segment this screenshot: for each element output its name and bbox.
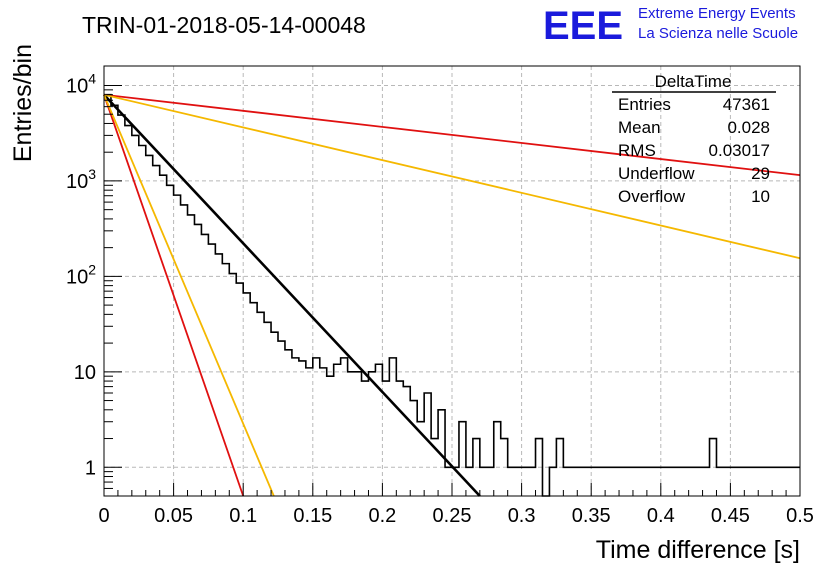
x-tick-label: 0.15 <box>293 505 332 527</box>
stats-mean-label: Mean <box>618 118 661 137</box>
stats-overflow-label: Overflow <box>618 187 686 206</box>
y-axis-label: Entries/bin <box>9 44 37 162</box>
x-tick-label: 0.05 <box>154 505 193 527</box>
eee-logo: EEE Extreme Energy Events La Scienza nel… <box>543 4 798 48</box>
x-axis: 0 0.05 0.1 0.15 0.2 0.25 0.3 0.35 0.4 0.45 0.5 <box>98 483 814 527</box>
fit-line-orange <box>103 94 275 497</box>
stats-entries-label: Entries <box>618 95 671 114</box>
x-tick-label: 0 <box>98 505 109 527</box>
stats-box: DeltaTime Entries 47361 Mean 0.028 RMS 0… <box>612 72 776 206</box>
stats-rms-value: 0.03017 <box>709 141 770 160</box>
stats-underflow-value: 29 <box>751 164 770 183</box>
x-tick-label: 0.4 <box>647 505 675 527</box>
fit-line-black <box>103 93 481 497</box>
x-axis-label: Time difference [s] <box>596 536 800 564</box>
y-tick-label: 102 <box>66 261 96 288</box>
run-title: TRIN-01-2018-05-14-00048 <box>82 12 366 38</box>
stats-entries-value: 47361 <box>723 95 770 114</box>
x-tick-label: 0.3 <box>508 505 536 527</box>
stats-overflow-value: 10 <box>751 187 770 206</box>
y-tick-label: 1 <box>85 457 96 479</box>
x-tick-label: 0.35 <box>572 505 611 527</box>
x-tick-label: 0.25 <box>433 505 472 527</box>
grid-lines <box>104 66 800 496</box>
y-tick-label: 103 <box>66 166 96 193</box>
y-tick-label: 10 <box>74 362 96 384</box>
logo-line-2: La Scienza nelle Scuole <box>638 25 798 42</box>
x-tick-label: 0.5 <box>786 505 814 527</box>
y-tick-label: 104 <box>66 70 96 97</box>
x-tick-label: 0.2 <box>368 505 396 527</box>
y-axis: 1 10 102 103 104 <box>66 70 122 489</box>
stats-rms-label: RMS <box>618 141 656 160</box>
logo-letters: EEE <box>543 4 623 48</box>
stats-title: DeltaTime <box>655 72 732 91</box>
plot-series <box>103 93 801 497</box>
x-tick-label: 0.45 <box>711 505 750 527</box>
fit-line-orange <box>103 93 801 260</box>
histogram-deltatime <box>104 93 800 497</box>
x-tick-label: 0.1 <box>229 505 257 527</box>
stats-mean-value: 0.028 <box>727 118 770 137</box>
fit-line-red <box>103 94 245 497</box>
logo-line-1: Extreme Energy Events <box>638 5 796 22</box>
stats-underflow-label: Underflow <box>618 164 695 183</box>
fit-line-red <box>103 93 801 177</box>
